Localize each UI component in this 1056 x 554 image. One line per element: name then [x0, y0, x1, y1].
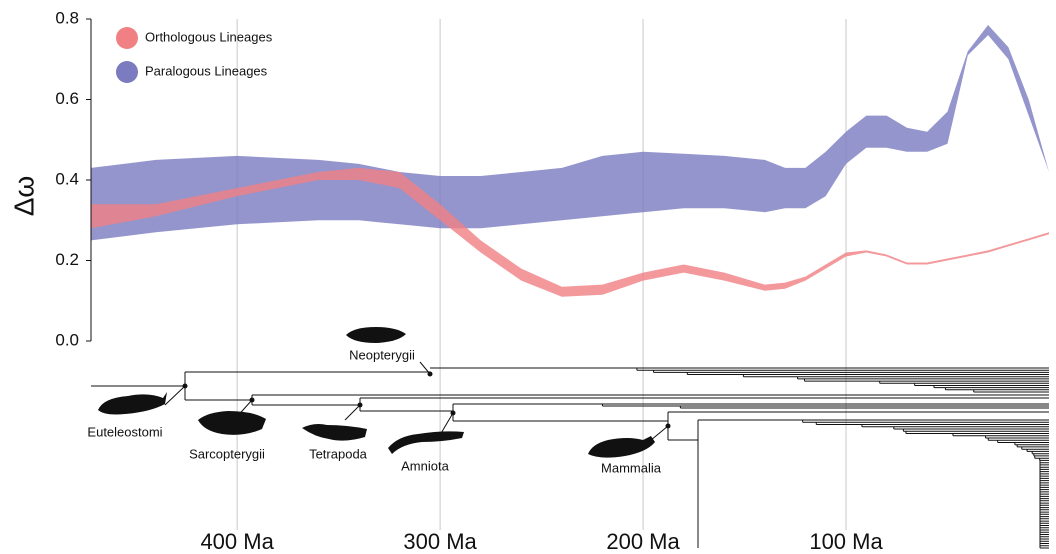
- legend-swatch: [116, 27, 138, 49]
- y-tick-label: 0.0: [55, 330, 79, 349]
- y-tick-label: 0.4: [55, 169, 79, 188]
- fish-silhouette: [198, 411, 266, 435]
- x-tick-label: 200 Ma: [606, 529, 680, 554]
- clade-label: Amniota: [401, 458, 449, 473]
- fish-silhouette: [346, 327, 406, 343]
- amphibian-silhouette: [302, 424, 367, 441]
- legend-swatch: [116, 61, 138, 83]
- y-tick-label: 0.6: [55, 89, 79, 108]
- x-tick-label: 400 Ma: [200, 529, 274, 554]
- reptile-silhouette: [388, 431, 464, 454]
- y-tick-label: 0.8: [55, 8, 79, 27]
- legend: Orthologous Lineages Paralogous Lineages: [116, 27, 273, 83]
- fish-silhouette: [98, 392, 167, 415]
- clade-label: Mammalia: [601, 460, 662, 475]
- y-axis-label: Δω: [8, 176, 39, 217]
- mammal-silhouette: [588, 436, 655, 458]
- legend-label: Paralogous Lineages: [145, 63, 268, 78]
- y-tick-label: 0.2: [55, 250, 79, 269]
- band: [91, 25, 1049, 240]
- tree-tips: [453, 404, 1049, 408]
- tree-tips: [430, 368, 1049, 392]
- x-tick-label: 100 Ma: [809, 529, 883, 554]
- chart: Δω Neopterygii Euteleostomi Sarcopterygi…: [0, 0, 1056, 554]
- clade-label: Sarcopterygii: [189, 446, 265, 461]
- clade-label: Euteleostomi: [87, 424, 162, 439]
- clade-label: Tetrapoda: [309, 446, 368, 461]
- legend-label: Orthologous Lineages: [145, 29, 273, 44]
- clade-label: Neopterygii: [349, 347, 415, 362]
- x-tick-label: 300 Ma: [403, 529, 477, 554]
